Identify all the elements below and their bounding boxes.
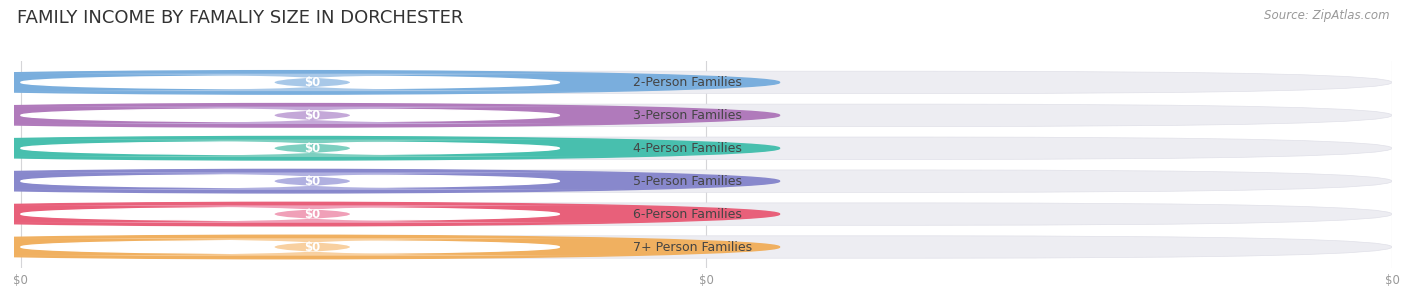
- Text: FAMILY INCOME BY FAMALIY SIZE IN DORCHESTER: FAMILY INCOME BY FAMALIY SIZE IN DORCHES…: [17, 9, 463, 27]
- Circle shape: [21, 76, 560, 89]
- FancyBboxPatch shape: [0, 106, 638, 124]
- FancyBboxPatch shape: [21, 71, 1392, 94]
- Circle shape: [21, 208, 560, 221]
- Text: 7+ Person Families: 7+ Person Families: [633, 241, 752, 253]
- FancyBboxPatch shape: [21, 203, 1392, 225]
- FancyBboxPatch shape: [21, 137, 1392, 160]
- Text: 6-Person Families: 6-Person Families: [633, 208, 741, 221]
- FancyBboxPatch shape: [0, 139, 638, 157]
- Text: $0: $0: [304, 142, 321, 155]
- Text: $0: $0: [304, 241, 321, 253]
- Circle shape: [0, 235, 779, 259]
- Text: $0: $0: [304, 76, 321, 89]
- Text: 4-Person Families: 4-Person Families: [633, 142, 741, 155]
- FancyBboxPatch shape: [21, 104, 1392, 127]
- Circle shape: [21, 109, 560, 122]
- Circle shape: [0, 202, 779, 226]
- Circle shape: [21, 241, 560, 253]
- Text: 5-Person Families: 5-Person Families: [633, 175, 742, 188]
- FancyBboxPatch shape: [21, 236, 1392, 258]
- Text: $0: $0: [304, 208, 321, 221]
- Text: 3-Person Families: 3-Person Families: [633, 109, 741, 122]
- Circle shape: [21, 175, 560, 188]
- FancyBboxPatch shape: [0, 205, 638, 223]
- FancyBboxPatch shape: [0, 238, 638, 256]
- FancyBboxPatch shape: [0, 172, 638, 190]
- Circle shape: [0, 136, 779, 160]
- Text: $0: $0: [304, 175, 321, 188]
- Circle shape: [0, 104, 779, 127]
- FancyBboxPatch shape: [21, 170, 1392, 192]
- FancyBboxPatch shape: [0, 74, 638, 91]
- Text: 2-Person Families: 2-Person Families: [633, 76, 741, 89]
- Text: Source: ZipAtlas.com: Source: ZipAtlas.com: [1264, 9, 1389, 22]
- Circle shape: [0, 71, 779, 94]
- Text: $0: $0: [304, 109, 321, 122]
- Circle shape: [21, 142, 560, 155]
- Circle shape: [0, 169, 779, 193]
